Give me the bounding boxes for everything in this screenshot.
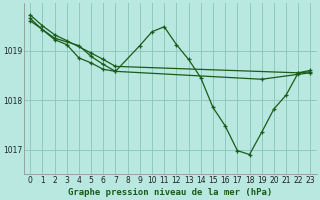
X-axis label: Graphe pression niveau de la mer (hPa): Graphe pression niveau de la mer (hPa) [68, 188, 272, 197]
